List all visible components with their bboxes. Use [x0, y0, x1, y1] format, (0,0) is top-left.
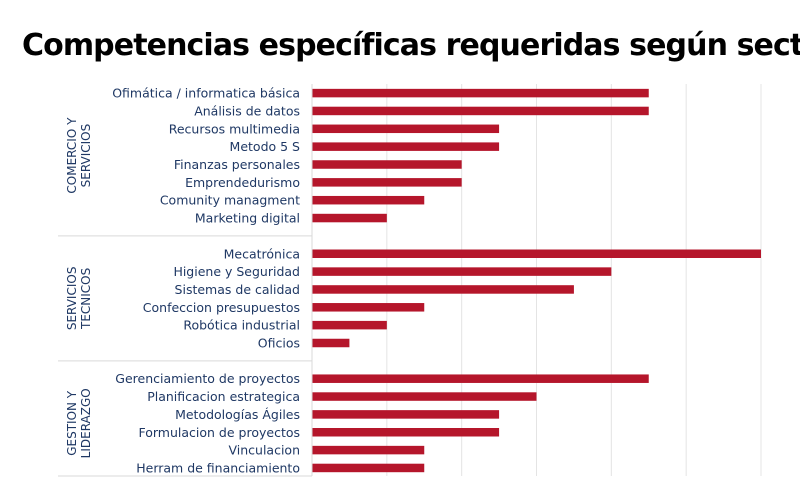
- bar: [312, 463, 425, 473]
- category-label: Confeccion presupuestos: [143, 300, 300, 315]
- category-label: Metodologías Ágiles: [175, 407, 300, 422]
- group-label: GESTION Y: [65, 390, 79, 456]
- bar: [312, 267, 612, 276]
- category-label: Análisis de datos: [194, 103, 300, 118]
- bar: [312, 374, 649, 383]
- bar: [312, 213, 387, 223]
- bar: [312, 320, 387, 330]
- chart-title: Competencias específicas requeridas segú…: [22, 28, 800, 63]
- category-label: Recursos multimedia: [169, 121, 300, 136]
- category-label: Vinculacion: [228, 443, 300, 458]
- bar: [312, 445, 425, 455]
- category-label: Oficios: [258, 336, 300, 351]
- bar: [312, 178, 462, 187]
- category-label: Emprendedurismo: [185, 175, 300, 190]
- bar: [312, 124, 500, 134]
- category-label: Gerenciamiento de proyectos: [115, 371, 300, 386]
- category-label: Marketing digital: [195, 211, 300, 226]
- bar: [312, 160, 462, 169]
- category-label: Planificacion estrategica: [147, 389, 300, 404]
- category-label: Robótica industrial: [183, 318, 300, 333]
- category-label: Sistemas de calidad: [175, 282, 300, 297]
- bar: [312, 338, 350, 348]
- bar: [312, 195, 425, 205]
- category-label: Comunity managment: [160, 193, 300, 208]
- bar: [312, 428, 500, 437]
- group-label: LIDERAZGO: [79, 388, 93, 458]
- bar: [312, 392, 537, 401]
- bar: [312, 88, 649, 98]
- category-label: Mecatrónica: [224, 246, 300, 261]
- group-label: COMERCIO Y: [65, 117, 79, 194]
- bar: [312, 410, 500, 419]
- group-label: SERVICIOS: [79, 124, 93, 188]
- group-label: SERVICIOS: [65, 267, 79, 331]
- bar: [312, 142, 500, 151]
- category-label: Metodo 5 S: [230, 139, 301, 154]
- bar: [312, 303, 425, 312]
- group-label: TECNICOS: [79, 268, 93, 330]
- bar: [312, 106, 649, 116]
- bar: [312, 285, 574, 294]
- category-label: Higiene y Seguridad: [173, 264, 300, 279]
- category-label: Formulacion de proyectos: [139, 425, 301, 440]
- category-label: Herram de financiamiento: [136, 460, 300, 475]
- bar: [312, 249, 761, 258]
- category-label: Ofimática / informatica básica: [112, 86, 300, 101]
- category-label: Finanzas personales: [174, 157, 300, 172]
